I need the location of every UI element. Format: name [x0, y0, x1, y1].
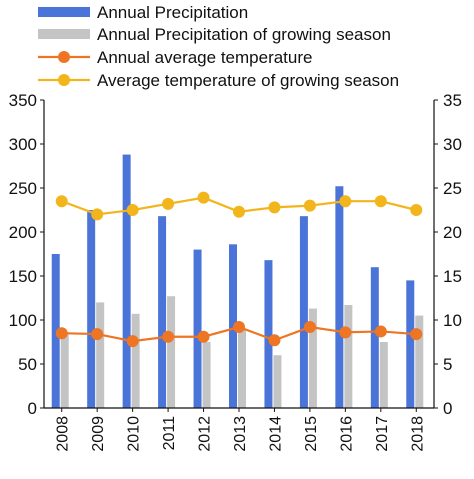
bar-growing-season-precipitation-2016	[344, 305, 353, 408]
x-tick-label-2015: 2015	[303, 416, 320, 452]
x-tick-label-2011: 2011	[161, 416, 178, 451]
point-growing-season-temperature-2009	[91, 208, 104, 221]
bar-growing-season-precipitation-2013	[238, 328, 246, 408]
point-growing-season-temperature-2011	[162, 197, 175, 210]
right-tick-label-25: 25	[443, 179, 462, 198]
bar-growing-season-precipitation-2018	[415, 315, 424, 408]
bar-annual-precipitation-2014	[264, 260, 273, 408]
left-tick-label-100: 100	[9, 311, 37, 330]
left-tick-label-300: 300	[9, 135, 37, 154]
point-annual-average-temperature-2009	[91, 328, 104, 341]
bar-annual-precipitation-2018	[406, 280, 415, 408]
point-growing-season-temperature-2016	[339, 195, 352, 208]
legend-label-0: Annual Precipitation	[97, 3, 248, 22]
right-tick-label-30: 30	[443, 135, 462, 154]
legend-swatch-marker-2	[58, 51, 70, 63]
bar-growing-season-precipitation-2012	[202, 342, 211, 408]
point-annual-average-temperature-2011	[162, 330, 175, 343]
point-annual-average-temperature-2012	[197, 330, 210, 343]
bar-annual-precipitation-2011	[158, 216, 167, 408]
left-tick-label-150: 150	[9, 267, 37, 286]
x-tick-label-2008: 2008	[55, 416, 72, 452]
right-tick-label-5: 5	[443, 355, 452, 374]
bar-annual-precipitation-2015	[299, 216, 308, 408]
point-annual-average-temperature-2016	[339, 326, 352, 339]
point-growing-season-temperature-2013	[233, 205, 245, 218]
x-tick-label-2017: 2017	[374, 416, 391, 452]
bar-growing-season-precipitation-2015	[308, 308, 317, 408]
bar-growing-season-precipitation-2017	[379, 342, 388, 408]
bar-growing-season-precipitation-2009	[96, 302, 105, 408]
bar-annual-precipitation-2009	[87, 210, 96, 408]
legend-label-3: Average temperature of growing season	[97, 71, 399, 90]
right-tick-label-10: 10	[443, 311, 462, 330]
left-tick-label-250: 250	[9, 179, 37, 198]
point-annual-average-temperature-2015	[303, 321, 316, 334]
x-tick-label-2009: 2009	[90, 416, 107, 452]
point-growing-season-temperature-2018	[410, 204, 423, 216]
legend: Annual Precipitation Annual Precipitation…	[38, 3, 399, 90]
bar-annual-precipitation-2017	[370, 267, 379, 408]
point-annual-average-temperature-2008	[55, 327, 68, 340]
x-tick-label-2016: 2016	[338, 416, 355, 452]
right-tick-label-20: 20	[443, 223, 462, 242]
x-tick-label-2018: 2018	[409, 416, 426, 452]
legend-label-1: Annual Precipitation of growing season	[97, 25, 391, 44]
left-tick-label-0: 0	[28, 399, 37, 418]
bar-annual-precipitation-2013	[229, 244, 237, 408]
x-tick-label-2014: 2014	[267, 416, 284, 452]
x-tick-label-2010: 2010	[126, 416, 143, 452]
left-tick-label-350: 350	[9, 91, 37, 110]
bar-growing-season-precipitation-2010	[131, 313, 140, 408]
bar-growing-season-precipitation-2008	[60, 333, 69, 408]
bar-growing-season-precipitation-2014	[273, 355, 282, 408]
bar-growing-season-precipitation-2011	[167, 296, 176, 408]
point-annual-average-temperature-2010	[126, 335, 139, 348]
bars-group	[51, 154, 424, 408]
point-growing-season-temperature-2012	[197, 191, 210, 204]
legend-swatch-0	[38, 7, 90, 17]
bar-annual-precipitation-2010	[122, 154, 131, 408]
x-tick-label-2013: 2013	[232, 416, 249, 452]
point-annual-average-temperature-2017	[374, 325, 387, 338]
legend-swatch-marker-3	[58, 74, 70, 86]
point-annual-average-temperature-2018	[410, 328, 423, 341]
right-tick-label-15: 15	[443, 267, 462, 286]
bar-annual-precipitation-2012	[193, 249, 202, 408]
point-growing-season-temperature-2014	[268, 201, 281, 214]
right-tick-label-0: 0	[443, 399, 452, 418]
point-growing-season-temperature-2008	[55, 195, 68, 208]
left-tick-label-50: 50	[18, 355, 37, 374]
point-annual-average-temperature-2013	[233, 321, 245, 334]
x-tick-label-2012: 2012	[197, 416, 214, 452]
point-growing-season-temperature-2010	[126, 204, 139, 216]
legend-swatch-1	[38, 29, 90, 39]
point-growing-season-temperature-2015	[303, 199, 316, 212]
point-annual-average-temperature-2014	[268, 334, 281, 347]
bar-annual-precipitation-2008	[51, 254, 60, 408]
right-tick-label-35: 35	[443, 91, 462, 110]
bar-annual-precipitation-2016	[335, 186, 344, 408]
point-growing-season-temperature-2017	[374, 195, 387, 208]
left-tick-label-200: 200	[9, 223, 37, 242]
legend-label-2: Annual average temperature	[97, 48, 312, 67]
